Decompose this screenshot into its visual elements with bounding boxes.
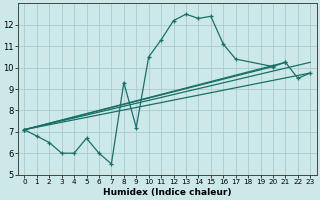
X-axis label: Humidex (Indice chaleur): Humidex (Indice chaleur) xyxy=(103,188,232,197)
